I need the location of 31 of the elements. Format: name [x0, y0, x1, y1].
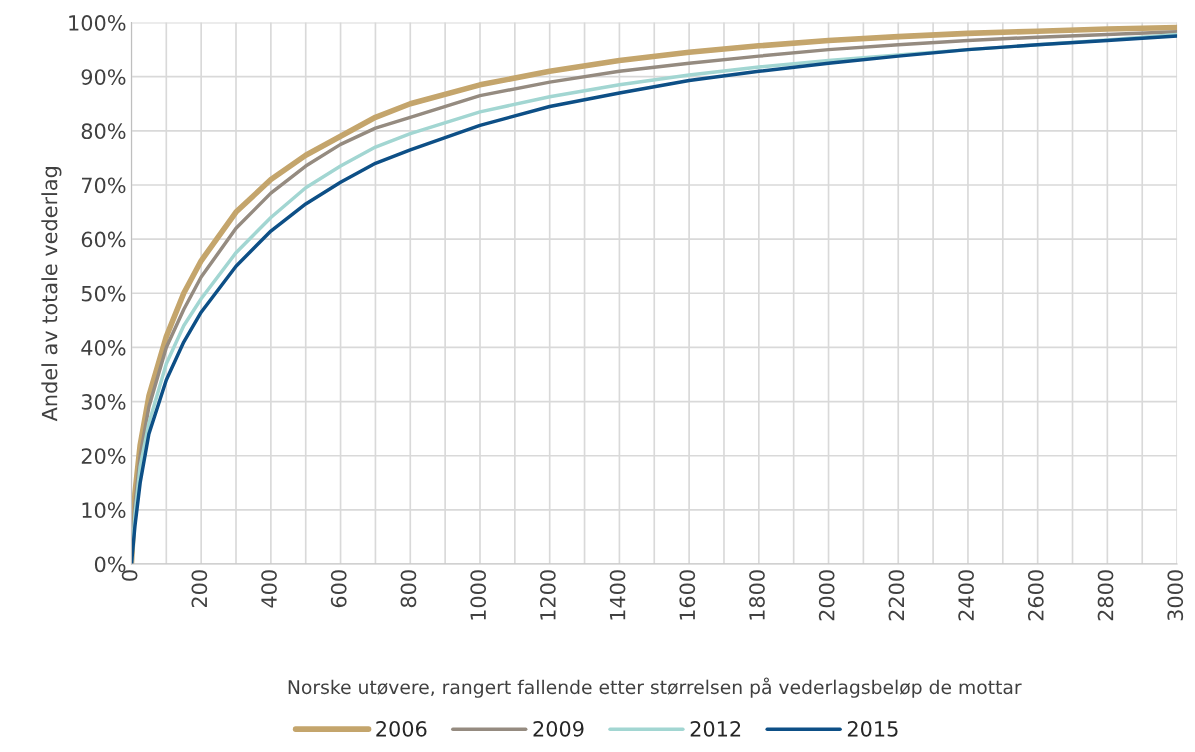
x-tick-label: 2400 — [958, 570, 974, 621]
x-tick-label: 2800 — [1097, 570, 1114, 621]
x-tick-label: 200 — [191, 570, 208, 608]
legend-label: 2015 — [847, 720, 898, 737]
y-axis-title: Andel av totale vederlag — [41, 167, 62, 422]
y-tick-label: 70% — [81, 177, 126, 194]
x-tick-label: 800 — [400, 570, 417, 608]
x-tick-label: 1000 — [470, 570, 487, 620]
x-tick-label: 2200 — [888, 570, 905, 621]
x-tick-label: 1800 — [749, 570, 765, 620]
y-tick-label: 20% — [81, 448, 126, 464]
y-tick-label: 80% — [81, 123, 126, 140]
y-tick-label: 60% — [81, 231, 126, 248]
y-tick-label: 50% — [81, 285, 126, 302]
y-tick-label: 10% — [82, 502, 126, 519]
legend-label: 2012 — [690, 720, 741, 737]
x-axis-title: Norske utøvere, rangert fallende etter størrelsen på vederlagsbeløp de mottar — [288, 677, 1022, 698]
y-tick-label: 30% — [81, 394, 126, 410]
x-tick-label: 2600 — [1027, 570, 1044, 621]
legend-label: 2006 — [376, 720, 427, 737]
x-tick-label: 1600 — [679, 570, 696, 620]
x-tick-label: 1400 — [609, 570, 626, 620]
x-tick-label: 400 — [261, 570, 277, 608]
y-tick-label: 100% — [69, 15, 126, 31]
x-tick-label: 1200 — [539, 570, 556, 620]
y-tick-label: 40% — [81, 339, 126, 356]
x-tick-label: 600 — [330, 570, 347, 608]
x-tick-label: 3000 — [1167, 570, 1184, 621]
x-tick-label: 2000 — [818, 570, 835, 621]
y-tick-label: 90% — [81, 69, 126, 85]
legend-label: 2009 — [533, 720, 584, 737]
